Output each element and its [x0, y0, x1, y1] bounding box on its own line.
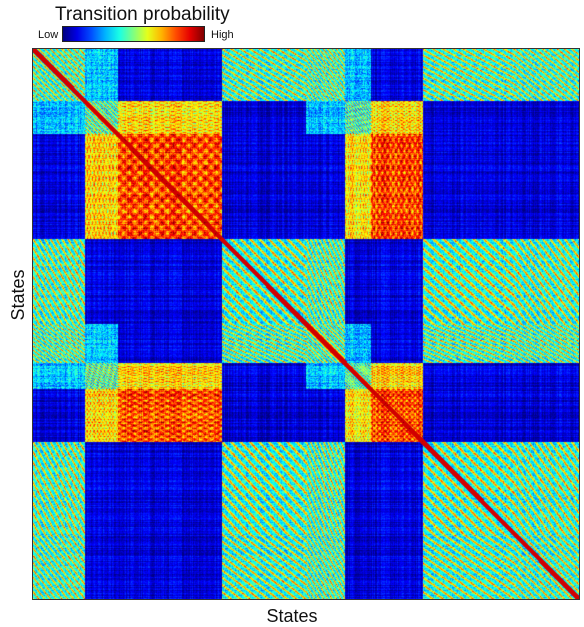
heatmap — [32, 48, 580, 600]
colorbar-high-label: High — [211, 29, 234, 41]
y-axis-label: States — [8, 269, 28, 321]
x-axis-label: States — [266, 606, 318, 626]
colorbar-low-label: Low — [38, 29, 59, 41]
chart-title: Transition probability — [55, 4, 230, 25]
colorbar — [62, 26, 205, 42]
heatmap-canvas — [33, 49, 579, 599]
